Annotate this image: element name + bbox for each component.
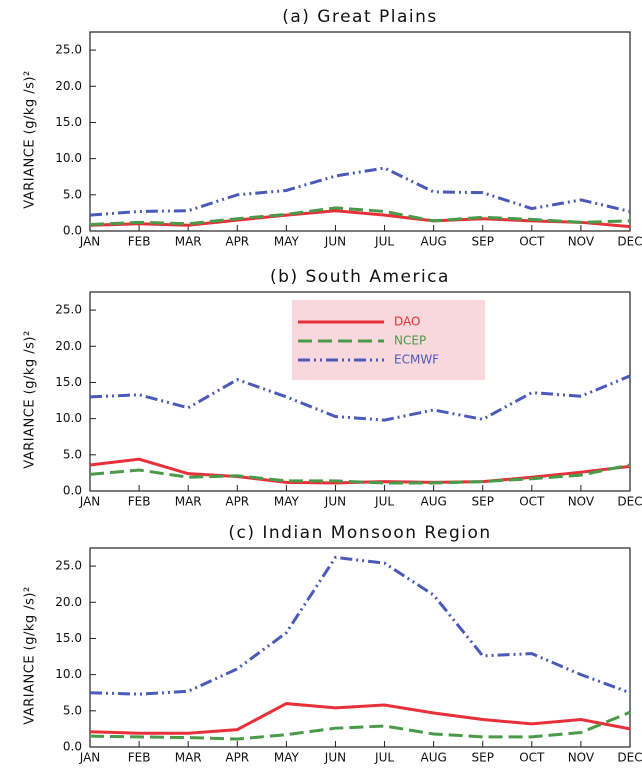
x-tick-label: JUN [324, 495, 346, 509]
legend-label: DAO [394, 315, 420, 329]
x-tick-label: JUN [324, 751, 346, 765]
x-tick-label: FEB [128, 235, 151, 249]
x-tick-label: SEP [472, 235, 494, 249]
x-tick-label: MAR [175, 495, 202, 509]
chart-title: (b) South America [270, 267, 450, 287]
x-tick-label: MAY [274, 495, 300, 509]
y-tick-label: 20.0 [55, 79, 82, 93]
y-tick-label: 10.0 [55, 411, 82, 425]
x-tick-label: OCT [519, 235, 545, 249]
y-tick-label: 5.0 [63, 703, 82, 717]
y-tick-label: 20.0 [55, 339, 82, 353]
x-tick-label: MAR [175, 235, 202, 249]
x-tick-label: NOV [568, 495, 595, 509]
chart-title: (c) Indian Monsoon Region [228, 523, 491, 543]
x-tick-label: AUG [420, 495, 446, 509]
y-axis-label: VARIANCE (g/kg /s)² [23, 330, 38, 468]
y-tick-label: 15.0 [55, 631, 82, 645]
y-axis-label: VARIANCE (g/kg /s)² [23, 586, 38, 724]
plot-frame [89, 31, 631, 232]
x-tick-label: APR [225, 751, 249, 765]
chart-title: (a) Great Plains [282, 7, 438, 27]
x-tick-label: DEC [617, 495, 642, 509]
plot-frame [89, 547, 631, 748]
y-tick-label: 15.0 [55, 115, 82, 129]
x-tick-label: JUL [374, 235, 394, 249]
y-tick-label: 0.0 [63, 224, 82, 238]
x-tick-label: APR [225, 495, 249, 509]
series-line [89, 166, 631, 217]
y-tick-label: 25.0 [55, 43, 82, 57]
x-tick-label: JAN [79, 751, 101, 765]
legend-label: ECMWF [394, 353, 439, 367]
series-line [89, 555, 631, 696]
y-tick-label: 25.0 [55, 303, 82, 317]
y-tick-label: 10.0 [55, 667, 82, 681]
y-tick-label: 20.0 [55, 595, 82, 609]
y-tick-label: 5.0 [63, 187, 82, 201]
y-tick-label: 15.0 [55, 375, 82, 389]
x-tick-label: NOV [568, 751, 595, 765]
x-tick-label: DEC [617, 751, 642, 765]
x-tick-label: NOV [568, 235, 595, 249]
plot-frame [89, 291, 631, 492]
y-tick-label: 25.0 [55, 559, 82, 573]
x-tick-label: AUG [420, 751, 446, 765]
x-tick-label: JAN [79, 235, 101, 249]
legend-label: NCEP [394, 334, 426, 348]
x-tick-label: APR [225, 235, 249, 249]
x-tick-label: OCT [519, 495, 545, 509]
x-tick-label: SEP [472, 495, 494, 509]
y-tick-label: 5.0 [63, 447, 82, 461]
series-line [89, 206, 631, 226]
y-axis-label: VARIANCE (g/kg /s)² [23, 70, 38, 208]
series-line [89, 702, 631, 735]
x-tick-label: MAR [175, 751, 202, 765]
series-line [89, 463, 631, 485]
series-line [89, 457, 631, 485]
x-tick-label: MAY [274, 235, 300, 249]
x-tick-label: JAN [79, 495, 101, 509]
series-line [89, 374, 631, 422]
y-tick-label: 0.0 [63, 740, 82, 754]
x-tick-label: DEC [617, 235, 642, 249]
x-tick-label: FEB [128, 751, 151, 765]
x-tick-label: AUG [420, 235, 446, 249]
x-tick-label: SEP [472, 751, 494, 765]
x-tick-label: FEB [128, 495, 151, 509]
x-tick-label: JUL [374, 495, 394, 509]
y-tick-label: 10.0 [55, 151, 82, 165]
x-tick-label: MAY [274, 751, 300, 765]
y-tick-label: 0.0 [63, 484, 82, 498]
x-tick-label: OCT [519, 751, 545, 765]
x-tick-label: JUL [374, 751, 394, 765]
series-line [89, 710, 631, 741]
x-tick-label: JUN [324, 235, 346, 249]
